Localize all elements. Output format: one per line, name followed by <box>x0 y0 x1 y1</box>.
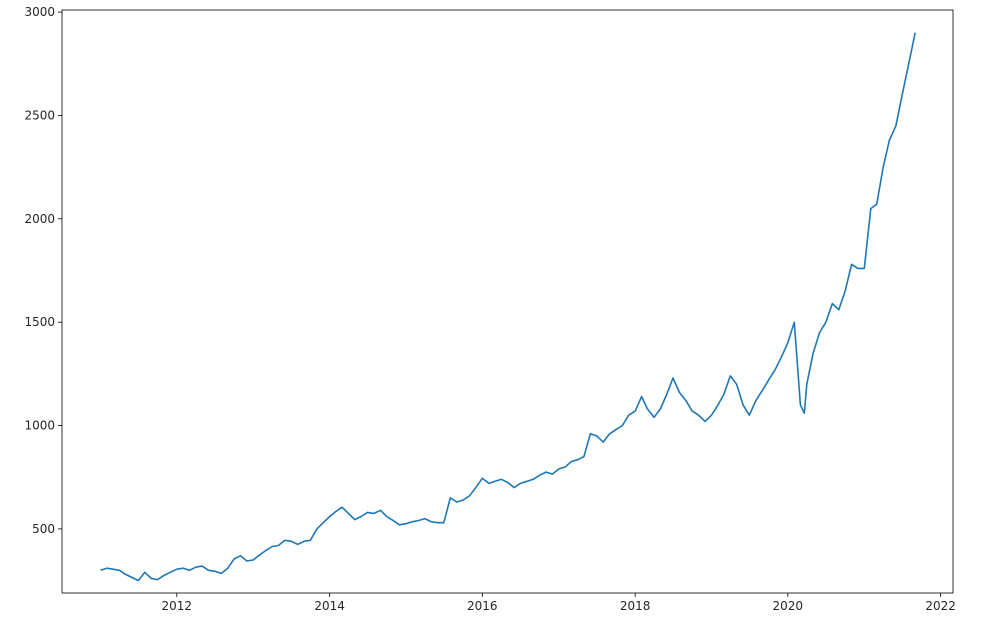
x-tick-label: 2022 <box>925 599 956 613</box>
y-tick-label: 1500 <box>24 315 55 329</box>
series-line-0 <box>100 32 916 582</box>
x-tick-label: 2012 <box>162 599 193 613</box>
plot-frame <box>61 9 954 594</box>
y-tick-label: 2500 <box>24 108 55 122</box>
x-tick-label: 2020 <box>773 599 804 613</box>
y-tick-label: 3000 <box>24 5 55 19</box>
y-tick-label: 1000 <box>24 419 55 433</box>
x-tick-label: 2014 <box>314 599 345 613</box>
x-tick-label: 2018 <box>620 599 651 613</box>
y-tick-label: 2000 <box>24 212 55 226</box>
x-tick-label: 2016 <box>467 599 498 613</box>
y-tick-label: 500 <box>32 522 55 536</box>
